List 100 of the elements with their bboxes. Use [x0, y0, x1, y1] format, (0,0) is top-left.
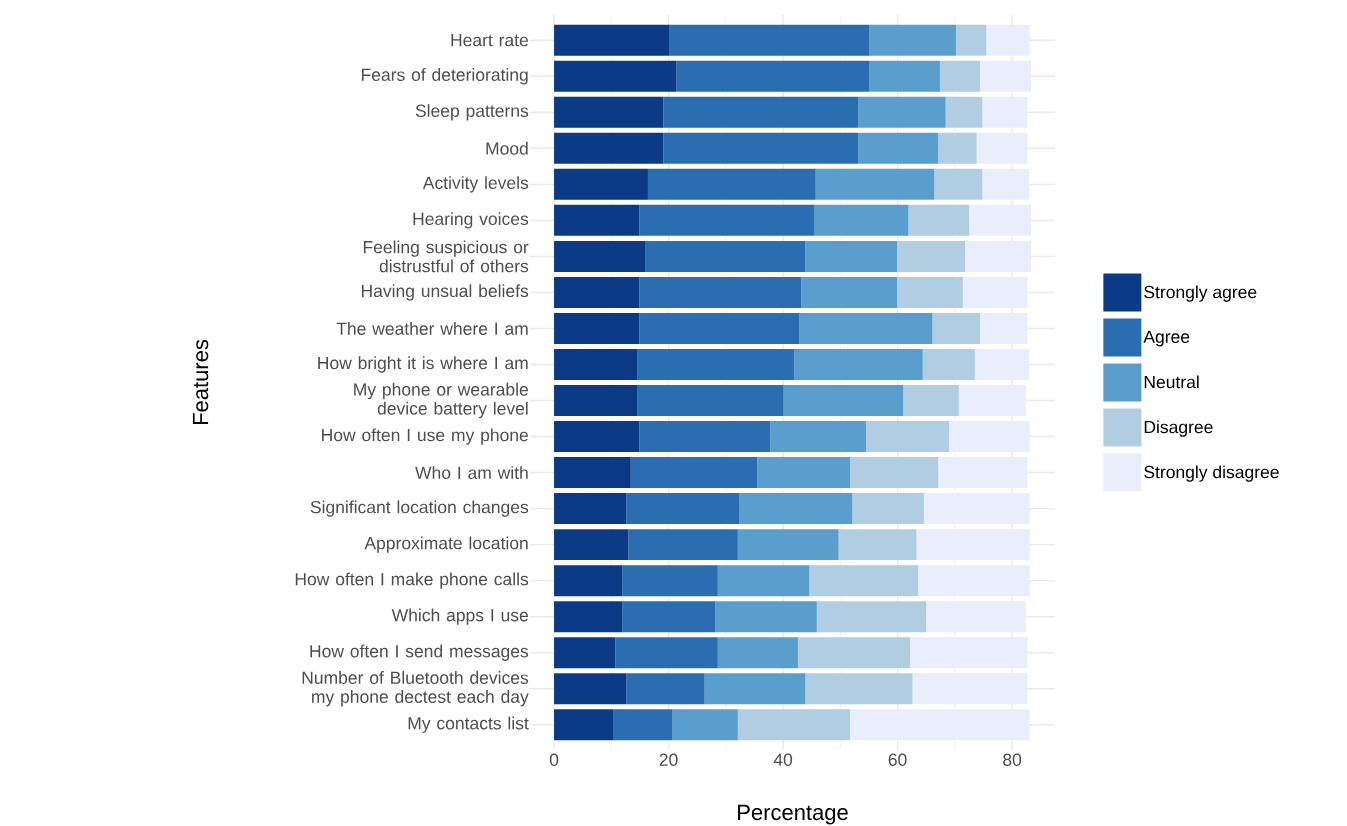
bar	[626, 673, 705, 705]
bar	[896, 240, 966, 272]
bar	[637, 385, 784, 416]
bar	[938, 132, 977, 164]
bar	[869, 60, 940, 92]
y-tick-label: My phone or wearable device battery level	[354, 382, 528, 419]
bar	[639, 421, 771, 453]
bar	[554, 709, 614, 741]
x-tick-label: 0	[549, 753, 559, 766]
legend-label: Neutral	[1144, 375, 1199, 389]
bar	[554, 565, 623, 597]
bar	[554, 457, 631, 489]
bar	[737, 529, 839, 561]
bar	[626, 493, 740, 525]
bar	[637, 348, 795, 380]
legend-label: Disagree	[1144, 420, 1213, 437]
bar	[554, 60, 677, 92]
bar	[896, 276, 963, 308]
bar	[945, 96, 983, 128]
bar	[976, 132, 1028, 164]
bar	[939, 60, 981, 92]
bar	[958, 385, 1026, 416]
bar	[717, 637, 798, 669]
bar	[737, 709, 851, 741]
y-tick-label: Feeling suspicious or distrustful of others	[363, 240, 529, 273]
bar	[672, 709, 738, 741]
bar	[554, 96, 664, 128]
bar	[554, 24, 670, 56]
bar	[783, 385, 904, 416]
bar	[676, 60, 870, 92]
bar	[669, 24, 870, 56]
bar	[918, 565, 1030, 597]
bar	[982, 96, 1028, 128]
bar	[866, 421, 950, 453]
bar	[969, 204, 1031, 236]
bar	[903, 385, 959, 416]
bar	[932, 312, 981, 344]
bar	[797, 637, 911, 669]
bar	[554, 385, 638, 416]
bar	[926, 601, 1026, 633]
bar	[910, 637, 1028, 669]
bar	[912, 673, 1028, 705]
bar	[980, 312, 1028, 344]
bar	[908, 204, 970, 236]
y-tick-label: How often I send messages	[310, 644, 529, 661]
bar	[554, 421, 640, 453]
bar	[916, 529, 1030, 561]
bar	[815, 168, 935, 200]
legend-label: Strongly agree	[1144, 285, 1257, 302]
bar	[805, 673, 913, 705]
x-tick-label: 60	[888, 753, 907, 766]
y-tick-label: My contacts list	[408, 716, 529, 733]
bar	[554, 529, 629, 561]
bar	[805, 240, 897, 272]
bar	[554, 312, 640, 344]
bar	[715, 601, 817, 633]
bar	[717, 565, 810, 597]
bar	[554, 168, 648, 200]
bar	[962, 276, 1028, 308]
bar	[986, 24, 1030, 56]
bar	[554, 204, 640, 236]
bar	[816, 601, 927, 633]
bar	[965, 240, 1031, 272]
bar	[858, 132, 939, 164]
legend-label: Strongly disagree	[1144, 465, 1279, 482]
bar	[938, 457, 1028, 489]
bar	[647, 168, 816, 200]
bar	[850, 709, 1030, 741]
y-tick-label: Number of Bluetooth devices my phone dectest each day	[302, 671, 529, 707]
legend-label: Agree	[1143, 330, 1190, 347]
y-tick-label: Having unsual beliefs	[361, 284, 529, 301]
bar	[799, 312, 933, 344]
bar	[809, 565, 919, 597]
y-tick-label: How often I make phone calls	[295, 572, 529, 589]
bar	[613, 709, 673, 741]
y-tick-label: Which apps I use	[391, 608, 528, 625]
bar	[757, 457, 851, 489]
y-axis-title: Features	[192, 339, 209, 425]
bar	[663, 132, 859, 164]
bar	[813, 204, 909, 236]
bar	[850, 457, 939, 489]
bar	[801, 276, 897, 308]
bar	[554, 493, 627, 525]
bar	[554, 601, 623, 633]
bar	[858, 96, 946, 128]
y-tick-label: Who I am with	[415, 466, 528, 479]
bar	[980, 60, 1031, 92]
x-tick-label: 80	[1003, 753, 1022, 766]
bar	[615, 637, 718, 669]
y-tick-label: Fears of deteriorating	[361, 68, 528, 85]
y-tick-label: How bright it is where I am	[318, 356, 528, 373]
y-tick-label: Hearing voices	[413, 212, 529, 229]
bar	[923, 493, 1030, 525]
bar	[645, 240, 806, 272]
bar	[838, 529, 917, 561]
bar	[554, 348, 638, 380]
y-tick-label: Mood	[486, 141, 528, 155]
y-tick-label: Approximate location	[364, 536, 528, 553]
bar	[922, 348, 975, 380]
bar	[770, 421, 867, 453]
